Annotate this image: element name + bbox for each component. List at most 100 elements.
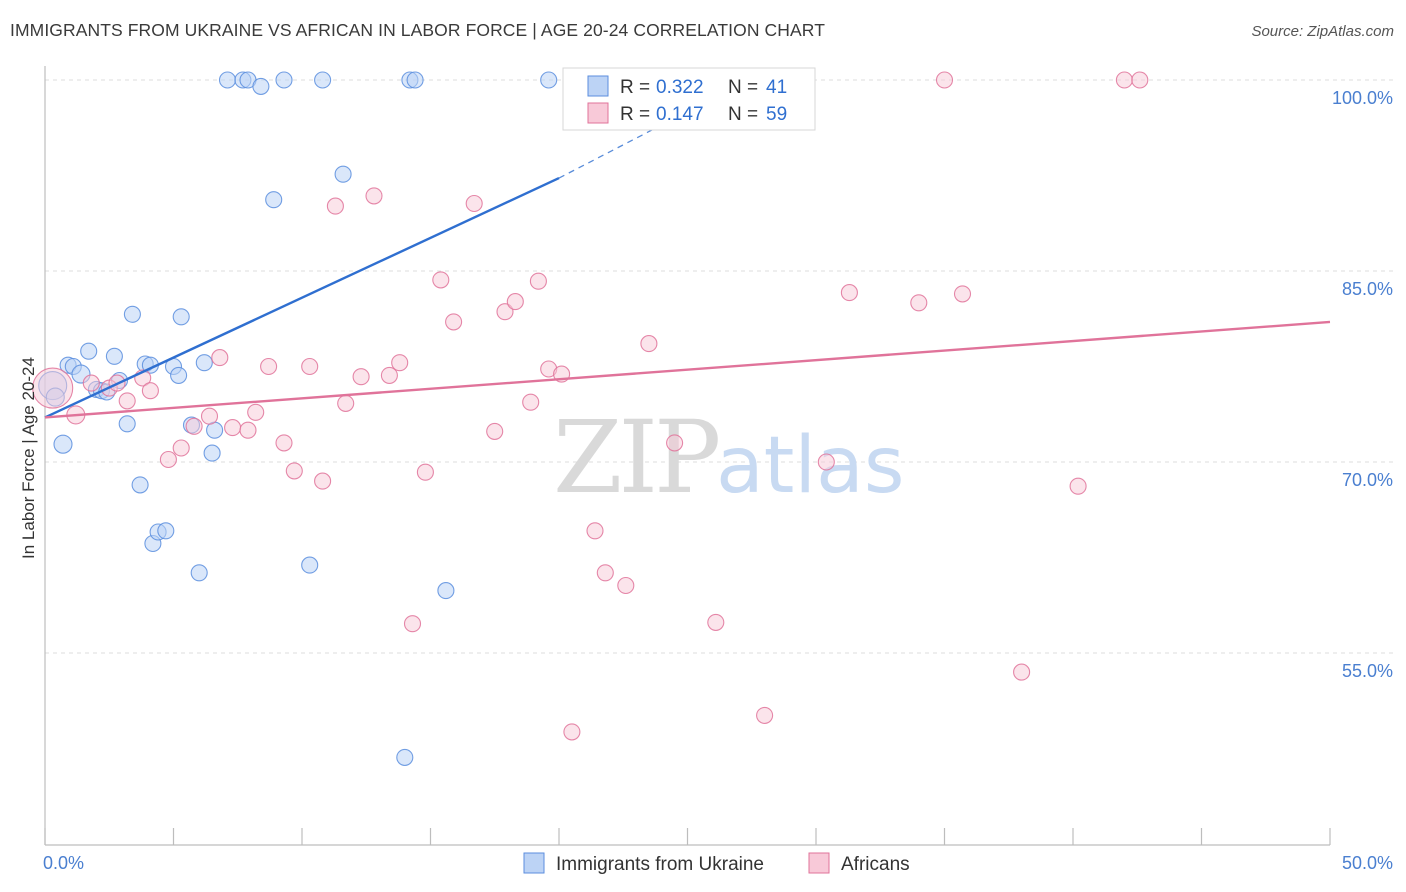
legend: R = 0.322 N = 41 R = 0.147 N = 59 — [562, 67, 816, 131]
legend-n-value-ukraine: 41 — [766, 77, 787, 98]
data-point-ukraine — [80, 342, 98, 360]
data-point-africans — [1069, 477, 1087, 495]
data-point-ukraine — [118, 415, 136, 433]
y-tick-label: 70.0% — [1342, 470, 1393, 490]
data-point-africans — [522, 393, 540, 411]
legend-n-label-africans: N = — [728, 104, 758, 125]
data-point-ukraine — [406, 71, 424, 89]
data-point-africans — [465, 194, 483, 213]
bottom-legend-swatch-africans — [808, 852, 830, 874]
data-point-africans — [506, 293, 524, 311]
data-point-africans — [486, 422, 504, 440]
bottom-legend: Immigrants from Ukraine Africans — [523, 852, 910, 875]
bottom-legend-label-ukraine: Immigrants from Ukraine — [556, 854, 764, 875]
data-point-africans — [141, 382, 159, 400]
data-point-ukraine — [190, 564, 208, 582]
legend-r-value-ukraine: 0.322 — [656, 77, 704, 98]
data-point-africans — [247, 403, 265, 421]
y-tick-label: 55.0% — [1342, 661, 1393, 681]
bottom-legend-swatch-ukraine — [523, 852, 545, 874]
data-point-ukraine — [540, 71, 558, 89]
data-point-africans — [391, 354, 409, 372]
y-tick-label: 85.0% — [1342, 279, 1393, 299]
data-point-africans — [260, 357, 278, 376]
data-point-ukraine — [131, 476, 149, 494]
trend-line-ukraine — [44, 176, 560, 419]
data-point-africans — [756, 706, 774, 724]
data-point-africans — [707, 613, 725, 631]
data-point-ukraine — [203, 444, 221, 462]
data-point-ukraine — [301, 556, 319, 574]
data-point-ukraine — [396, 748, 414, 766]
data-point-africans — [285, 462, 303, 480]
data-point-ukraine — [437, 582, 455, 600]
data-point-africans — [432, 271, 450, 289]
data-point-africans — [840, 284, 858, 302]
data-point-ukraine — [172, 308, 190, 326]
legend-r-label-africans: R = — [620, 104, 650, 125]
data-point-africans — [529, 272, 547, 290]
data-point-ukraine — [252, 77, 270, 95]
data-point-africans — [275, 434, 293, 452]
data-point-ukraine — [157, 522, 175, 540]
y-axis-label: In Labor Force | Age 20-24 — [19, 357, 38, 559]
data-point-africans — [1013, 663, 1031, 681]
data-point-africans — [82, 374, 100, 392]
trend-lines — [44, 84, 1331, 419]
data-point-africans — [666, 434, 684, 452]
data-point-africans — [380, 366, 398, 384]
data-point-africans — [910, 294, 928, 312]
data-point-africans — [211, 349, 229, 367]
legend-n-value-africans: 59 — [766, 104, 787, 125]
data-point-africans — [935, 71, 954, 89]
data-point-africans — [817, 453, 835, 471]
chart-title: IMMIGRANTS FROM UKRAINE VS AFRICAN IN LA… — [10, 20, 825, 40]
data-point-ukraine — [105, 347, 123, 365]
bottom-legend-label-africans: Africans — [841, 854, 910, 875]
data-point-africans — [1115, 71, 1133, 89]
data-point-africans — [403, 615, 422, 633]
source-credit: Source: ZipAtlas.com — [1251, 23, 1394, 40]
data-point-africans — [326, 197, 344, 215]
data-point-africans — [239, 421, 257, 439]
data-point-africans — [953, 285, 972, 303]
data-point-africans — [586, 522, 604, 540]
data-point-ukraine — [170, 366, 188, 384]
legend-swatch-ukraine — [587, 75, 609, 97]
data-point-africans — [118, 392, 136, 410]
legend-n-label-ukraine: N = — [728, 77, 758, 98]
data-point-africans — [200, 407, 219, 425]
data-point-ukraine — [314, 71, 332, 89]
data-points — [32, 71, 1149, 766]
data-point-ukraine — [218, 71, 237, 89]
y-tick-labels: 100.0% 85.0% 70.0% 55.0% — [1332, 88, 1393, 681]
data-point-africans — [563, 723, 581, 741]
x-tick-label-min: 0.0% — [43, 853, 84, 873]
legend-swatch-africans — [587, 102, 609, 124]
data-point-africans — [617, 576, 635, 595]
x-tick-label-max: 50.0% — [1342, 853, 1393, 873]
data-point-africans — [445, 313, 463, 331]
watermark: ZIP atlas — [553, 399, 905, 516]
data-point-ukraine — [275, 71, 293, 89]
watermark-atlas: atlas — [716, 421, 905, 511]
data-point-ukraine — [53, 434, 73, 454]
data-point-africans — [159, 450, 177, 469]
data-point-ukraine — [123, 305, 141, 323]
data-point-africans — [224, 419, 242, 437]
legend-r-value-africans: 0.147 — [656, 104, 704, 125]
data-point-africans — [172, 439, 190, 457]
legend-r-label-ukraine: R = — [620, 77, 650, 98]
data-point-africans — [314, 472, 332, 490]
trend-line-africans — [44, 320, 1331, 419]
axes — [44, 66, 1331, 846]
data-point-africans — [301, 357, 319, 376]
data-point-africans — [496, 303, 514, 321]
data-point-africans — [352, 368, 370, 386]
data-point-africans — [337, 394, 355, 412]
data-point-africans — [185, 417, 203, 435]
data-point-africans — [596, 564, 614, 582]
data-point-africans — [32, 367, 74, 409]
data-point-africans — [365, 187, 383, 205]
